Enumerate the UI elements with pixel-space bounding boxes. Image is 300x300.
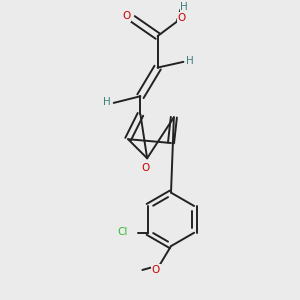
Text: H: H — [181, 2, 188, 12]
Text: H: H — [103, 97, 111, 107]
Text: O: O — [122, 11, 130, 21]
Text: O: O — [141, 163, 149, 173]
Text: Cl: Cl — [118, 227, 128, 237]
Text: O: O — [177, 13, 186, 23]
Text: O: O — [152, 265, 160, 275]
Text: H: H — [186, 56, 194, 66]
